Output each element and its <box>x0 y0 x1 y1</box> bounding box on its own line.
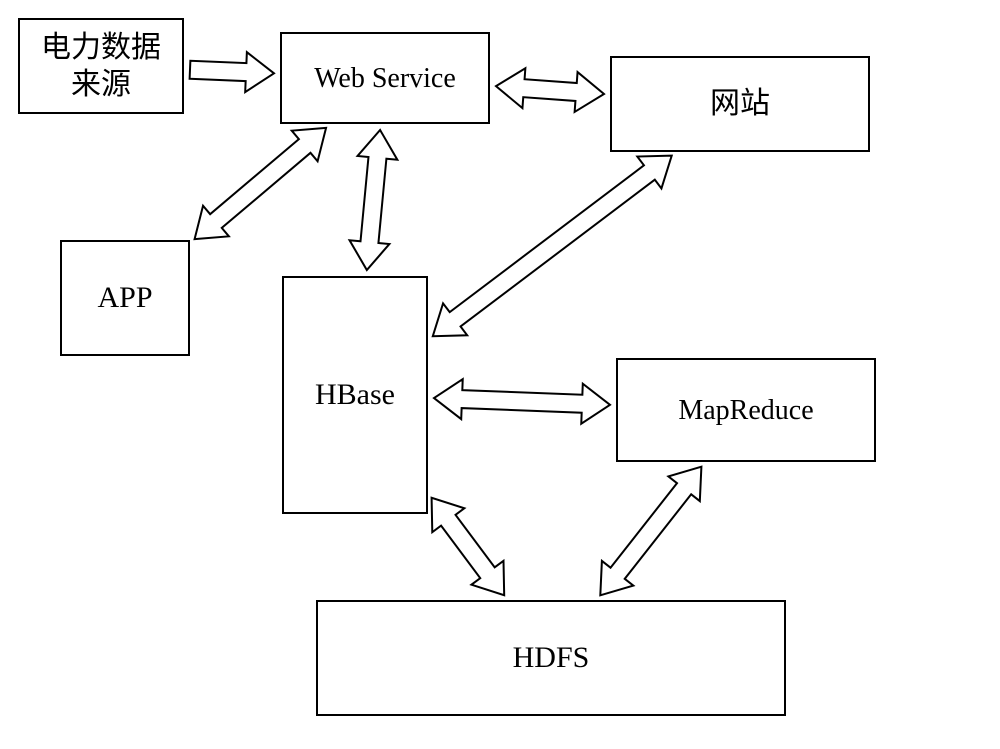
node-power-data: 电力数据来源 <box>18 18 184 114</box>
node-web-service: Web Service <box>280 32 490 124</box>
node-label: 电力数据来源 <box>41 29 161 104</box>
arrow-webService-hbase <box>350 130 398 270</box>
arrow-website-hbase <box>433 156 672 337</box>
node-label: APP <box>97 279 152 317</box>
arrow-mapreduce-hdfs <box>600 467 701 596</box>
node-hbase: HBase <box>282 276 428 514</box>
node-label: 网站 <box>710 85 770 123</box>
node-label: Web Service <box>314 61 456 96</box>
node-mapreduce: MapReduce <box>616 358 876 462</box>
node-label: HDFS <box>513 639 590 677</box>
arrow-hbase-mapreduce <box>434 379 610 424</box>
arrow-webService-app <box>195 128 326 239</box>
node-label: HBase <box>315 376 395 414</box>
arrow-hbase-hdfs <box>432 498 505 595</box>
node-label: MapReduce <box>678 393 813 428</box>
diagram-canvas: 电力数据来源 Web Service 网站 APP HBase MapReduc… <box>0 0 1000 749</box>
node-website: 网站 <box>610 56 870 152</box>
arrow-powerData-webService <box>190 52 274 92</box>
arrow-webService-website <box>496 68 604 112</box>
node-hdfs: HDFS <box>316 600 786 716</box>
node-app: APP <box>60 240 190 356</box>
